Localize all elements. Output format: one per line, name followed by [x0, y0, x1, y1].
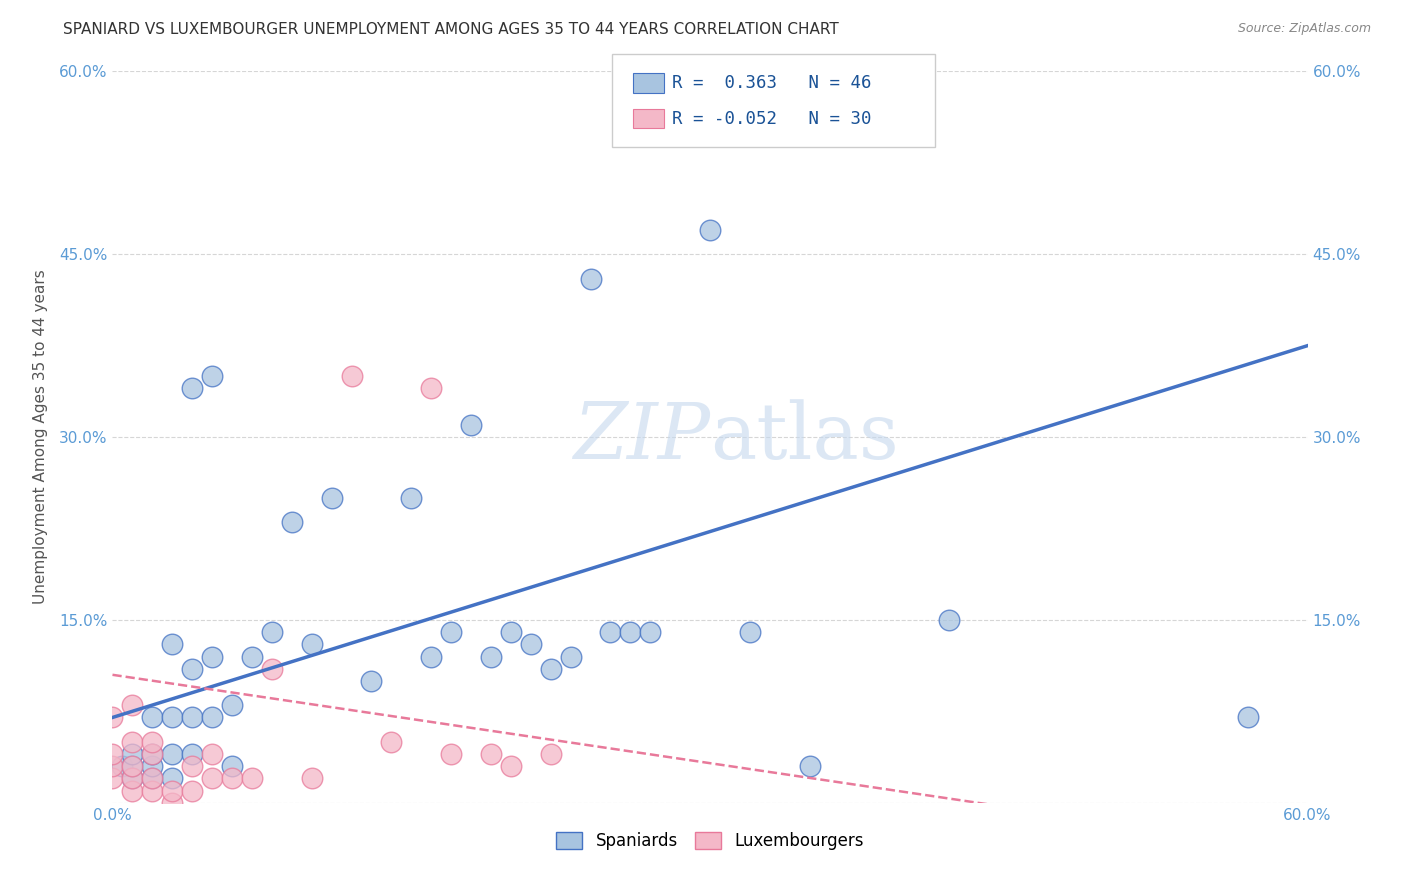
- Point: [201, 772, 224, 786]
- Point: [141, 772, 163, 786]
- Point: [301, 637, 323, 651]
- Point: [141, 710, 163, 724]
- Point: [141, 772, 163, 786]
- Point: [101, 772, 124, 786]
- Point: [540, 747, 562, 761]
- Point: [659, 64, 682, 78]
- Point: [162, 747, 183, 761]
- Point: [460, 417, 482, 432]
- Point: [181, 710, 204, 724]
- Point: [121, 783, 143, 797]
- Point: [141, 747, 163, 761]
- Point: [499, 759, 522, 773]
- Point: [221, 759, 243, 773]
- Point: [401, 491, 423, 505]
- Point: [240, 772, 263, 786]
- Point: [221, 772, 243, 786]
- Point: [440, 747, 463, 761]
- Point: [121, 747, 143, 761]
- Point: [121, 772, 143, 786]
- Point: [699, 223, 721, 237]
- Point: [141, 759, 163, 773]
- Point: [1237, 710, 1260, 724]
- Point: [181, 783, 204, 797]
- Point: [799, 759, 821, 773]
- Point: [619, 625, 641, 640]
- Point: [201, 710, 224, 724]
- Point: [560, 649, 582, 664]
- Point: [201, 649, 224, 664]
- Point: [260, 662, 283, 676]
- Point: [420, 381, 443, 395]
- Text: R =  0.363   N = 46: R = 0.363 N = 46: [672, 74, 872, 92]
- Point: [101, 747, 124, 761]
- Point: [738, 625, 761, 640]
- Point: [162, 637, 183, 651]
- Point: [479, 747, 502, 761]
- Text: ZIP: ZIP: [572, 399, 710, 475]
- Point: [141, 747, 163, 761]
- Point: [162, 772, 183, 786]
- Point: [360, 673, 382, 688]
- Point: [141, 735, 163, 749]
- Point: [321, 491, 343, 505]
- Point: [260, 625, 283, 640]
- Point: [121, 759, 143, 773]
- Point: [201, 369, 224, 384]
- Point: [111, 759, 134, 773]
- Point: [121, 772, 143, 786]
- Point: [281, 516, 304, 530]
- Legend: Spaniards, Luxembourgers: Spaniards, Luxembourgers: [550, 825, 870, 856]
- Point: [540, 662, 562, 676]
- Point: [121, 735, 143, 749]
- Text: SPANIARD VS LUXEMBOURGER UNEMPLOYMENT AMONG AGES 35 TO 44 YEARS CORRELATION CHAR: SPANIARD VS LUXEMBOURGER UNEMPLOYMENT AM…: [63, 22, 839, 37]
- Point: [499, 625, 522, 640]
- Point: [162, 796, 183, 810]
- Point: [181, 759, 204, 773]
- Point: [181, 747, 204, 761]
- Point: [479, 649, 502, 664]
- Point: [420, 649, 443, 664]
- Point: [301, 772, 323, 786]
- Point: [141, 783, 163, 797]
- Point: [579, 271, 602, 285]
- Point: [121, 759, 143, 773]
- Point: [101, 710, 124, 724]
- Point: [380, 735, 402, 749]
- Point: [440, 625, 463, 640]
- Point: [340, 369, 363, 384]
- Text: R = -0.052   N = 30: R = -0.052 N = 30: [672, 110, 872, 128]
- Point: [101, 759, 124, 773]
- Point: [181, 662, 204, 676]
- Point: [240, 649, 263, 664]
- Y-axis label: Unemployment Among Ages 35 to 44 years: Unemployment Among Ages 35 to 44 years: [32, 269, 48, 605]
- Point: [640, 625, 662, 640]
- Point: [221, 698, 243, 713]
- Point: [121, 698, 143, 713]
- Point: [201, 747, 224, 761]
- Text: atlas: atlas: [710, 400, 898, 475]
- Point: [162, 783, 183, 797]
- Point: [938, 613, 960, 627]
- Point: [520, 637, 543, 651]
- Text: Source: ZipAtlas.com: Source: ZipAtlas.com: [1237, 22, 1371, 36]
- Point: [162, 710, 183, 724]
- Point: [181, 381, 204, 395]
- Point: [599, 625, 621, 640]
